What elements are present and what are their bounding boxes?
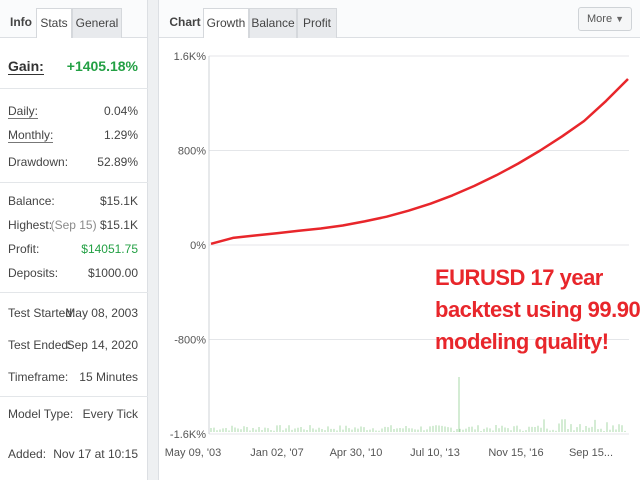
annotation-line: backtest using 99.90% [435,297,640,322]
monthly-label: Monthly: [8,128,54,143]
model-type-row: Model Type: Every Tick [8,407,138,427]
added-value: Nov 17 at 10:15 [53,447,138,461]
growth-chart-svg: 1.6K% 800% 0% -800% -1.6K% May 09, '03 Jan 02,… [165,51,629,459]
added-label: Added: [8,447,47,461]
highest-date-note: (Sep 15) [50,218,97,232]
daily-value: 0.04% [103,104,138,118]
y-tick-label: -800% [174,335,206,347]
annotation-line: EURUSD 17 year [435,265,603,290]
timeframe-label: Timeframe: [8,370,69,384]
test-ended-value: Sep 14, 2020 [66,338,138,352]
x-tick-label: Apr 30, '10 [330,447,383,459]
deposits-label: Deposits: [8,266,59,280]
balance-row: Balance: $15.1K [8,194,138,214]
gain-label: Gain: [8,58,44,75]
test-ended-label: Test Ended: [8,338,72,352]
highest-row: Highest: (Sep 15) $15.1K [8,218,138,238]
drawdown-row: Drawdown: 52.89% [8,155,138,175]
tab-balance[interactable]: Balance [249,8,297,38]
gain-row: Gain: +1405.18% [8,58,138,78]
balance-label: Balance: [8,194,55,208]
profit-row: Profit: $14051.75 [8,242,138,262]
balance-value: $15.1K [99,194,138,208]
info-panel: Info Stats General Gain: +1405.18% Daily… [0,0,148,480]
test-started-value: May 08, 2003 [65,306,138,320]
drawdown-label: Drawdown: [8,155,69,169]
x-tick-label: May 09, '03 [165,447,222,459]
drawdown-value: 52.89% [97,155,138,169]
annotation-line: modeling quality! [435,329,609,354]
timeframe-row: Timeframe: 15 Minutes [8,370,138,390]
x-tick-label: Jul 10, '13 [410,447,460,459]
more-label: More [587,13,613,25]
y-tick-label: 800% [178,146,206,158]
chart-annotation: EURUSD 17 year backtest using 99.90% mod… [435,262,640,358]
model-type-value: Every Tick [82,407,138,421]
test-started-label: Test Started: [8,306,76,320]
test-ended-row: Test Ended: Sep 14, 2020 [8,338,138,358]
x-tick-label: Sep 15... [569,447,613,459]
tab-stats[interactable]: Stats [36,8,72,38]
tab-chart[interactable]: Chart [169,15,201,29]
highest-amount: $15.1K [99,218,138,232]
timeframe-value: 15 Minutes [79,370,138,384]
growth-series-line [210,78,629,246]
highest-label: Highest: [8,218,53,232]
profit-label: Profit: [8,242,40,256]
deposits-row: Deposits: $1000.00 [8,266,138,286]
added-row: Added: Nov 17 at 10:15 [8,447,138,467]
tab-general[interactable]: General [72,8,122,38]
highest-value: (Sep 15) $15.1K [51,218,138,232]
y-tick-label: -1.6K% [170,429,206,441]
chevron-down-icon: ▼ [615,14,624,24]
chart-panel: Chart Growth Balance Profit More ▼ 1.6K%… [158,0,640,480]
tab-growth[interactable]: Growth [203,8,249,38]
chart-tabbar: Chart Growth Balance Profit More ▼ [159,0,640,38]
y-tick-label: 0% [190,240,206,252]
monthly-row: Monthly: 1.29% [8,128,138,148]
info-tabbar: Info Stats General [0,0,147,38]
x-tick-label: Jan 02, '07 [250,447,303,459]
x-tick-label: Nov 15, '16 [488,447,543,459]
test-started-row: Test Started: May 08, 2003 [8,306,138,326]
divider [0,182,148,183]
y-tick-label: 1.6K% [174,51,207,63]
divider [0,292,148,293]
growth-chart: 1.6K% 800% 0% -800% -1.6K% May 09, '03 Jan 02,… [159,38,640,480]
daily-row: Daily: 0.04% [8,104,138,124]
divider [0,88,148,89]
tab-info[interactable]: Info [10,15,32,29]
model-type-label: Model Type: [8,407,74,421]
deposits-value: $1000.00 [87,266,138,280]
divider [0,396,148,397]
tab-profit[interactable]: Profit [297,8,337,38]
monthly-value: 1.29% [103,128,138,142]
gain-value: +1405.18% [66,58,138,74]
profit-value: $14051.75 [81,242,138,256]
more-dropdown-button[interactable]: More ▼ [578,7,632,31]
daily-label: Daily: [8,104,39,119]
